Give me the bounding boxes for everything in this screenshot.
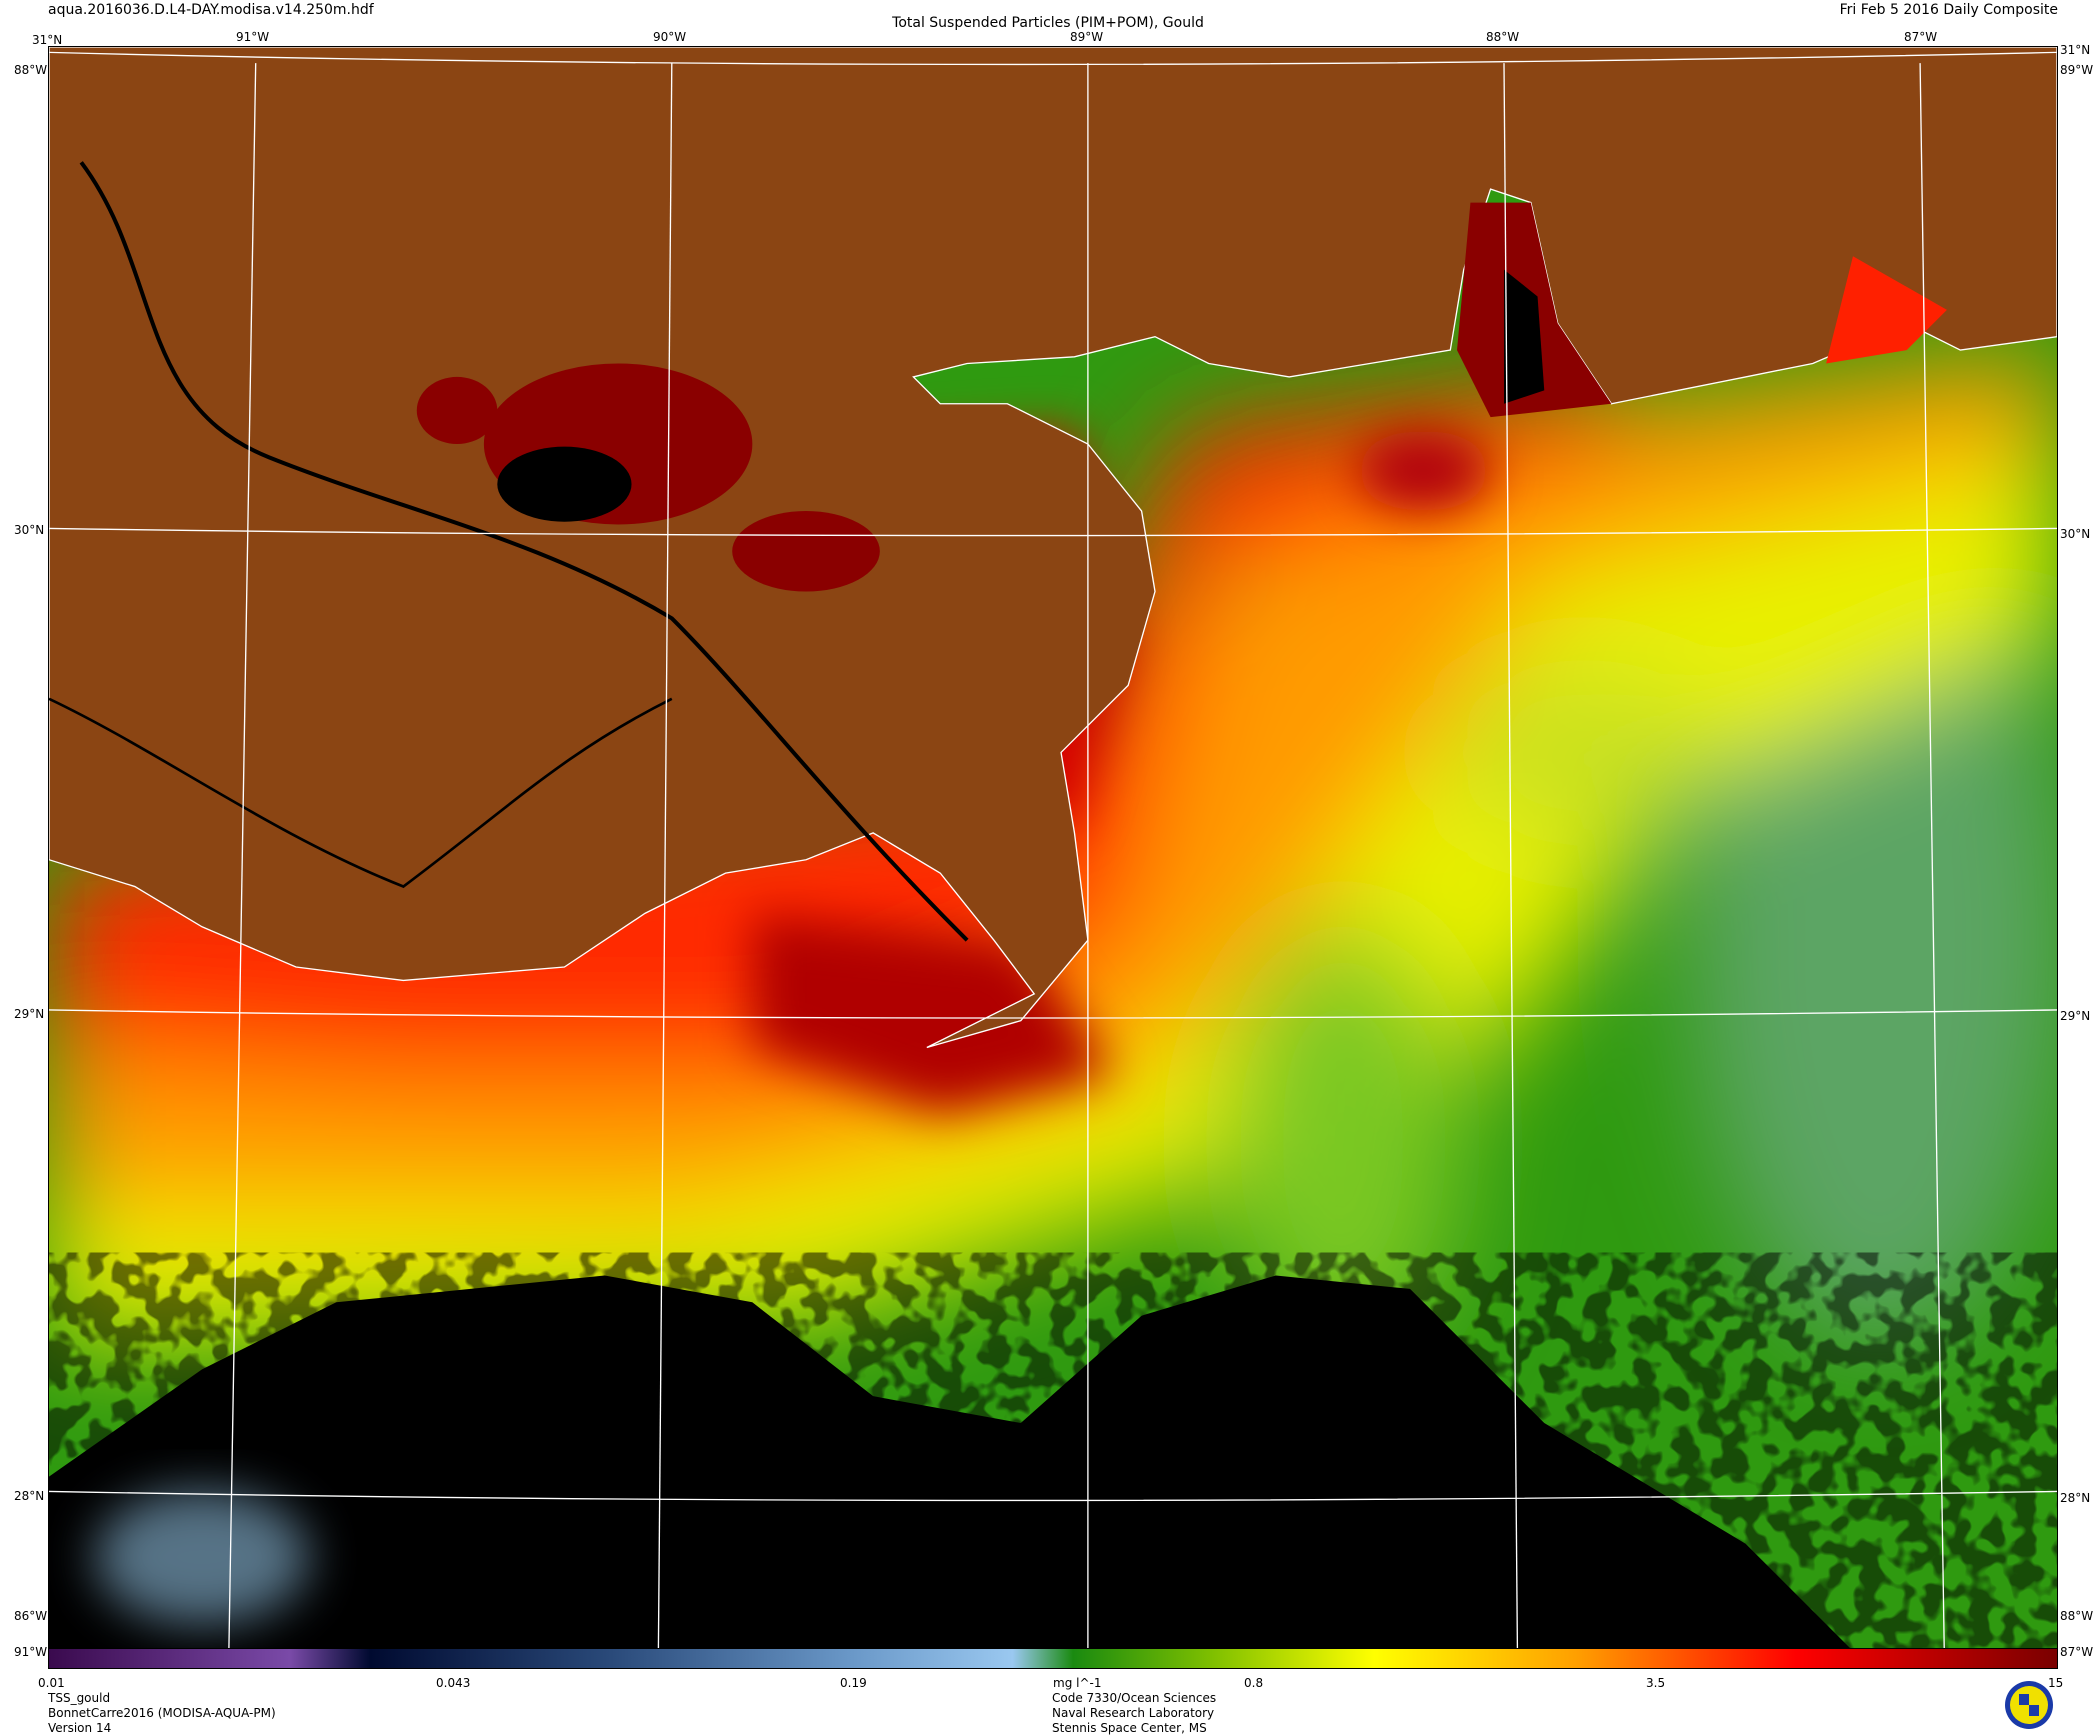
colorbar-tick: 0.19 bbox=[840, 1676, 867, 1690]
colorbar bbox=[48, 1648, 2058, 1669]
lon-label-90: 90°W bbox=[653, 30, 687, 44]
colorbar-tick: 3.5 bbox=[1646, 1676, 1666, 1690]
colorbar-unit: mg l^-1 bbox=[1053, 1676, 1102, 1690]
lon-label-bottom-right: 87°W bbox=[2060, 1645, 2094, 1659]
lat-label-30-right: 30°N bbox=[2060, 527, 2091, 541]
lat-label-29-right: 29°N bbox=[2060, 1009, 2091, 1023]
colorbar-tick: 0.8 bbox=[1244, 1676, 1264, 1690]
lat-label-31-right: 31°N bbox=[2060, 43, 2091, 57]
land bbox=[49, 47, 2057, 1049]
org-code: Code 7330/Ocean Sciences bbox=[1052, 1691, 1217, 1705]
lat-label-30-left: 30°N bbox=[14, 523, 45, 537]
version-label: Version 14 bbox=[48, 1721, 112, 1735]
colorbar-tick: 0.043 bbox=[436, 1676, 471, 1690]
dataset-name: BonnetCarre2016 (MODISA-AQUA-PM) bbox=[48, 1706, 276, 1720]
filename-label: aqua.2016036.D.L4-DAY.modisa.v14.250m.hd… bbox=[48, 2, 374, 18]
lon-label-right-edge: 89°W bbox=[2060, 63, 2094, 77]
nrl-logo bbox=[2005, 1681, 2053, 1729]
tss-map bbox=[48, 46, 2058, 1652]
lon-label-89: 89°W bbox=[1070, 30, 1104, 44]
lat-label-28-right: 28°N bbox=[2060, 1491, 2091, 1505]
org-name: Naval Research Laboratory bbox=[1052, 1706, 1215, 1720]
lon-label-bottom-left: 91°W bbox=[14, 1645, 48, 1659]
lat-label-29-left: 29°N bbox=[14, 1007, 45, 1021]
map-title: Total Suspended Particles (PIM+POM), Gou… bbox=[892, 15, 1204, 31]
colorbar-tick: 0.01 bbox=[38, 1676, 65, 1690]
lat-label-28-left: 28°N bbox=[14, 1489, 45, 1503]
lon-label-91: 91°W bbox=[236, 30, 270, 44]
org-location: Stennis Space Center, MS bbox=[1052, 1721, 1207, 1735]
lon-label-bottom-left-upper: 86°W bbox=[14, 1609, 48, 1623]
date-label: Fri Feb 5 2016 Daily Composite bbox=[1839, 2, 2058, 18]
graticule bbox=[49, 51, 2057, 1651]
product-name: TSS_gould bbox=[48, 1691, 111, 1705]
lon-label-87: 87°W bbox=[1904, 30, 1938, 44]
lat-label-31-left: 31°N bbox=[32, 33, 63, 47]
lon-label-bottom-right-upper: 88°W bbox=[2060, 1609, 2094, 1623]
lon-label-88: 88°W bbox=[1486, 30, 1520, 44]
colorbar-tick: 15 bbox=[2048, 1676, 2064, 1690]
lon-label-left-edge: 88°W bbox=[14, 63, 48, 77]
